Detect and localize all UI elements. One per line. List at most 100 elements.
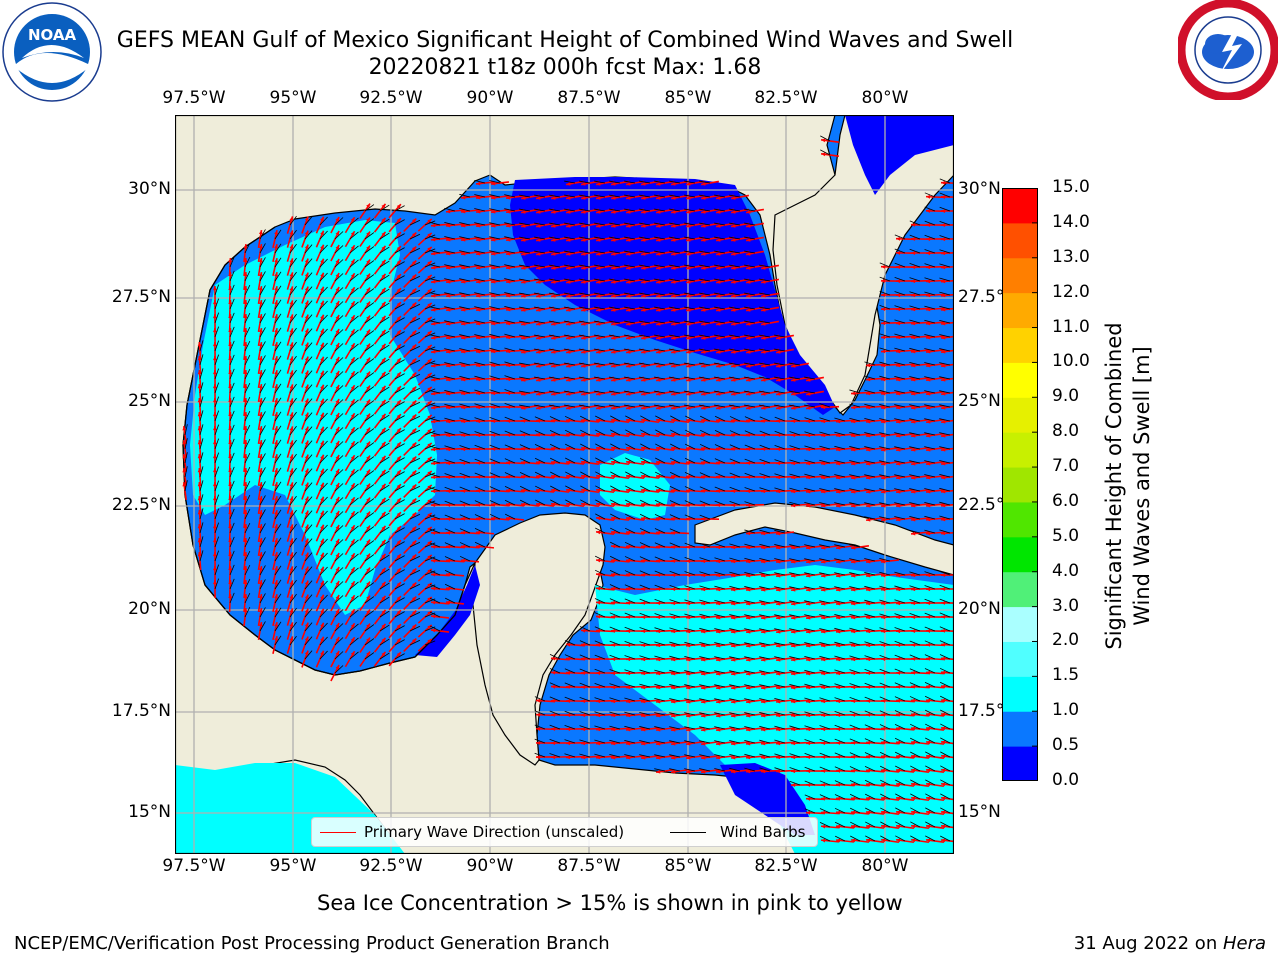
wind-barb — [274, 425, 282, 436]
wave-arrow-head — [461, 530, 466, 535]
wave-arrow-head — [197, 538, 202, 543]
wind-barb — [699, 264, 711, 268]
wind-barb — [669, 180, 681, 184]
wind-barb — [304, 468, 313, 478]
wind-barb — [580, 471, 591, 478]
wave-arrow-head — [581, 446, 586, 451]
wave-arrow-head — [274, 356, 279, 361]
wind-barb — [549, 362, 561, 366]
wind-barb — [610, 443, 621, 450]
wind-barb — [789, 390, 801, 394]
wave-arrow-head — [521, 349, 526, 354]
wave-arrow-head — [289, 216, 294, 221]
wind-barb — [639, 208, 651, 212]
wind-barb — [609, 194, 621, 198]
wave-arrow-head — [476, 419, 481, 424]
wave-arrow-head — [701, 502, 706, 507]
wind-barb — [879, 276, 891, 282]
wave-arrow-head — [381, 259, 386, 265]
wave-arrow-head — [596, 251, 601, 256]
wave-arrow-head — [581, 432, 586, 437]
wind-barb — [489, 278, 501, 282]
wave-arrow-head — [412, 274, 417, 279]
wave-arrow-head — [320, 398, 324, 404]
wind-barb — [474, 292, 486, 296]
wave-arrow-head — [381, 511, 386, 517]
wind-barb — [909, 347, 921, 352]
wave-arrow-head — [731, 418, 736, 423]
wind-barb — [259, 243, 266, 254]
wind-barb — [379, 456, 390, 464]
wind-barb — [939, 249, 951, 254]
wave-arrow-head — [461, 195, 466, 200]
wind-barb — [184, 466, 188, 478]
wind-barb — [640, 471, 651, 478]
wind-barb — [729, 404, 741, 408]
wave-arrow-head — [243, 538, 248, 543]
wind-barb — [789, 431, 801, 436]
wind-barb — [304, 384, 313, 394]
wind-barb — [894, 347, 906, 352]
wind-barb — [444, 250, 456, 254]
wind-barb — [684, 320, 696, 324]
wind-barb — [349, 385, 359, 394]
wind-barb — [229, 340, 235, 352]
wave-arrow-head — [197, 440, 202, 445]
wave-arrow-head — [566, 307, 571, 312]
wind-barb — [504, 416, 516, 422]
wave-arrow-head — [926, 377, 931, 382]
wave-arrow-head — [258, 384, 263, 389]
wave-arrow-head — [335, 272, 340, 278]
wind-barb — [304, 412, 313, 422]
wave-arrow-head — [881, 489, 886, 494]
wind-barb — [744, 487, 756, 492]
wind-barb — [640, 429, 651, 436]
wind-barb — [379, 288, 390, 296]
wave-arrow-head — [521, 432, 526, 437]
wind-barb — [244, 312, 251, 324]
wind-barb — [669, 264, 681, 268]
wind-barb — [289, 243, 297, 254]
wind-barb — [379, 358, 390, 366]
wind-barb — [714, 222, 726, 226]
wind-barb — [379, 442, 390, 450]
wave-arrow-head — [476, 321, 481, 326]
wave-arrow-head — [551, 391, 556, 396]
wave-arrow-head — [791, 391, 796, 396]
wave-arrow-head — [911, 363, 916, 368]
wave-arrow-head — [551, 237, 556, 242]
wave-arrow-head — [536, 418, 541, 423]
wind-barb — [334, 371, 344, 380]
wave-arrow-head — [320, 356, 324, 362]
wave-arrow-head — [431, 489, 436, 494]
wind-barb — [379, 414, 390, 422]
wind-barb — [669, 334, 681, 338]
wave-arrow-head — [611, 488, 616, 493]
wind-barb — [459, 250, 471, 254]
wave-arrow-head — [197, 524, 202, 529]
wave-arrow-head — [746, 265, 751, 270]
wind-barb — [319, 510, 328, 520]
wind-barb — [714, 320, 726, 324]
wind-barb — [699, 458, 711, 464]
wave-arrow-head — [412, 386, 417, 391]
wave-arrow-head — [551, 223, 556, 228]
wave-arrow-head — [197, 454, 202, 459]
wind-barb — [304, 538, 313, 548]
wind-barb — [939, 404, 951, 408]
wind-barb — [319, 454, 328, 464]
wind-barb — [580, 443, 591, 450]
wind-barb — [864, 375, 876, 380]
wave-arrow-head — [581, 502, 586, 507]
wave-arrow-head — [911, 461, 916, 466]
wave-arrow-head — [476, 530, 481, 535]
wind-barb — [579, 278, 591, 282]
wind-barb — [409, 387, 421, 394]
wave-arrow-head — [566, 446, 571, 451]
wave-arrow-head — [761, 349, 766, 354]
wave-arrow-head — [566, 377, 571, 382]
wind-barb — [244, 522, 251, 534]
wind-barb — [564, 443, 576, 450]
wind-barb — [444, 348, 456, 352]
wind-barb — [714, 236, 726, 240]
